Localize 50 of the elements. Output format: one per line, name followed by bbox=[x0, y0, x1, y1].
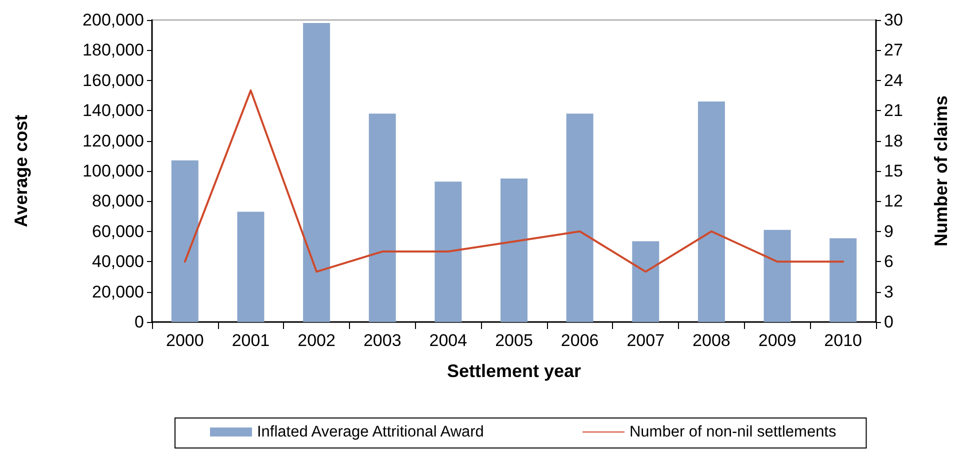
bar bbox=[237, 212, 264, 322]
x-tick-label: 2002 bbox=[298, 331, 336, 350]
bar bbox=[632, 241, 660, 322]
y-tick-label: 200,000 bbox=[82, 10, 144, 30]
bar bbox=[303, 23, 330, 322]
y2-tick-label: 12 bbox=[884, 192, 903, 211]
x-tick-label: 2010 bbox=[824, 331, 862, 350]
y-tick-label: 120,000 bbox=[82, 131, 144, 150]
x-tick-label: 2005 bbox=[495, 331, 533, 350]
y2-tick-label: 15 bbox=[884, 162, 903, 180]
y-tick-label: 60,000 bbox=[92, 222, 144, 241]
y-tick-label: 180,000 bbox=[82, 40, 144, 60]
bar bbox=[698, 102, 725, 322]
y-tick-label: 100,000 bbox=[82, 162, 144, 180]
bar bbox=[764, 230, 791, 322]
y-tick-label: 160,000 bbox=[82, 70, 144, 90]
legend-label: Number of non-nil settlements bbox=[629, 424, 836, 440]
bar bbox=[171, 160, 198, 322]
y2-axis-title: Number of claims bbox=[931, 95, 951, 247]
y-tick-label: 0 bbox=[134, 312, 144, 332]
line-series bbox=[184, 89, 844, 273]
y-tick-label: 140,000 bbox=[82, 101, 144, 120]
y-tick-label: 80,000 bbox=[92, 192, 144, 211]
y2-tick-label: 27 bbox=[884, 40, 903, 60]
bar bbox=[566, 114, 594, 322]
bar bbox=[500, 178, 528, 322]
x-tick-label: 2008 bbox=[692, 331, 730, 350]
y2-tick-label: 30 bbox=[884, 10, 903, 30]
x-tick-label: 2007 bbox=[626, 331, 665, 350]
y-tick-label: 40,000 bbox=[92, 252, 144, 272]
y2-tick-label: 24 bbox=[884, 70, 903, 90]
x-tick-label: 2004 bbox=[429, 331, 468, 350]
x-tick-label: 2009 bbox=[758, 331, 796, 350]
bar bbox=[434, 182, 462, 322]
bar bbox=[368, 114, 396, 322]
y2-tick-label: 18 bbox=[884, 131, 903, 150]
y2-tick-label: 9 bbox=[884, 222, 894, 241]
y-tick-label: 20,000 bbox=[92, 282, 144, 302]
x-tick-label: 2000 bbox=[166, 331, 204, 350]
bar bbox=[830, 238, 857, 322]
x-tick-label: 2003 bbox=[363, 331, 402, 350]
y2-tick-label: 21 bbox=[884, 101, 903, 120]
y2-tick-label: 3 bbox=[884, 282, 894, 302]
y2-tick-label: 0 bbox=[884, 312, 894, 332]
x-tick-label: 2006 bbox=[560, 331, 599, 350]
x-tick-label: 2001 bbox=[232, 331, 270, 350]
legend-label: Inflated Average Attritional Award bbox=[257, 424, 484, 440]
x-axis-title: Settlement year bbox=[446, 361, 582, 381]
y-axis-title: Average cost bbox=[11, 114, 31, 228]
y2-tick-label: 6 bbox=[884, 252, 894, 272]
